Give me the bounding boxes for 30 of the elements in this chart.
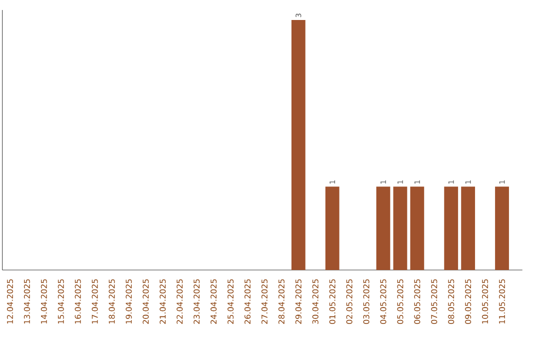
x-tick-label: 02.05.2025 [346,279,352,324]
x-tick-label: 23.04.2025 [194,279,200,324]
x-tick-label: 07.05.2025 [431,279,438,324]
x-tick-label: 06.05.2025 [414,279,420,324]
x-tick-label: 05.05.2025 [397,279,404,324]
x-tick-label: 17.04.2025 [92,279,98,324]
x-tick-label: 04.05.2025 [380,279,386,324]
x-tick-label: 03.05.2025 [363,279,370,324]
x-tick-label: 18.04.2025 [108,279,115,324]
x-tick-label: 29.04.2025 [295,279,302,324]
x-tick-label: 10.05.2025 [482,279,488,324]
x-tick-label: 11.05.2025 [498,279,506,324]
x-tick-label: 24.04.2025 [210,279,217,324]
x-tick-label: 08.05.2025 [448,279,454,324]
x-tick-label: 16.04.2025 [74,279,81,324]
x-tick-label: 01.05.2025 [329,279,336,324]
x-tick-label: 22.04.2025 [176,279,183,324]
x-tick-label: 30.04.2025 [312,279,318,324]
x-tick-label: 15.04.2025 [58,279,64,324]
x-tick-label: 28.04.2025 [278,279,284,324]
x-tick-label: 14.04.2025 [40,279,47,324]
x-tick-label: 19.04.2025 [126,279,132,324]
x-tick-label: 20.04.2025 [142,279,149,324]
x-tick-label: 27.04.2025 [261,279,268,324]
x-tick-label: 12.04.2025 [6,279,14,324]
x-tick-label: 25.04.2025 [228,279,234,324]
x-tick-label: 21.04.2025 [160,279,166,324]
x-tick-label: 13.04.2025 [24,279,30,324]
x-tick-label: 09.05.2025 [465,279,472,324]
x-tick-label: 26.04.2025 [244,279,251,324]
